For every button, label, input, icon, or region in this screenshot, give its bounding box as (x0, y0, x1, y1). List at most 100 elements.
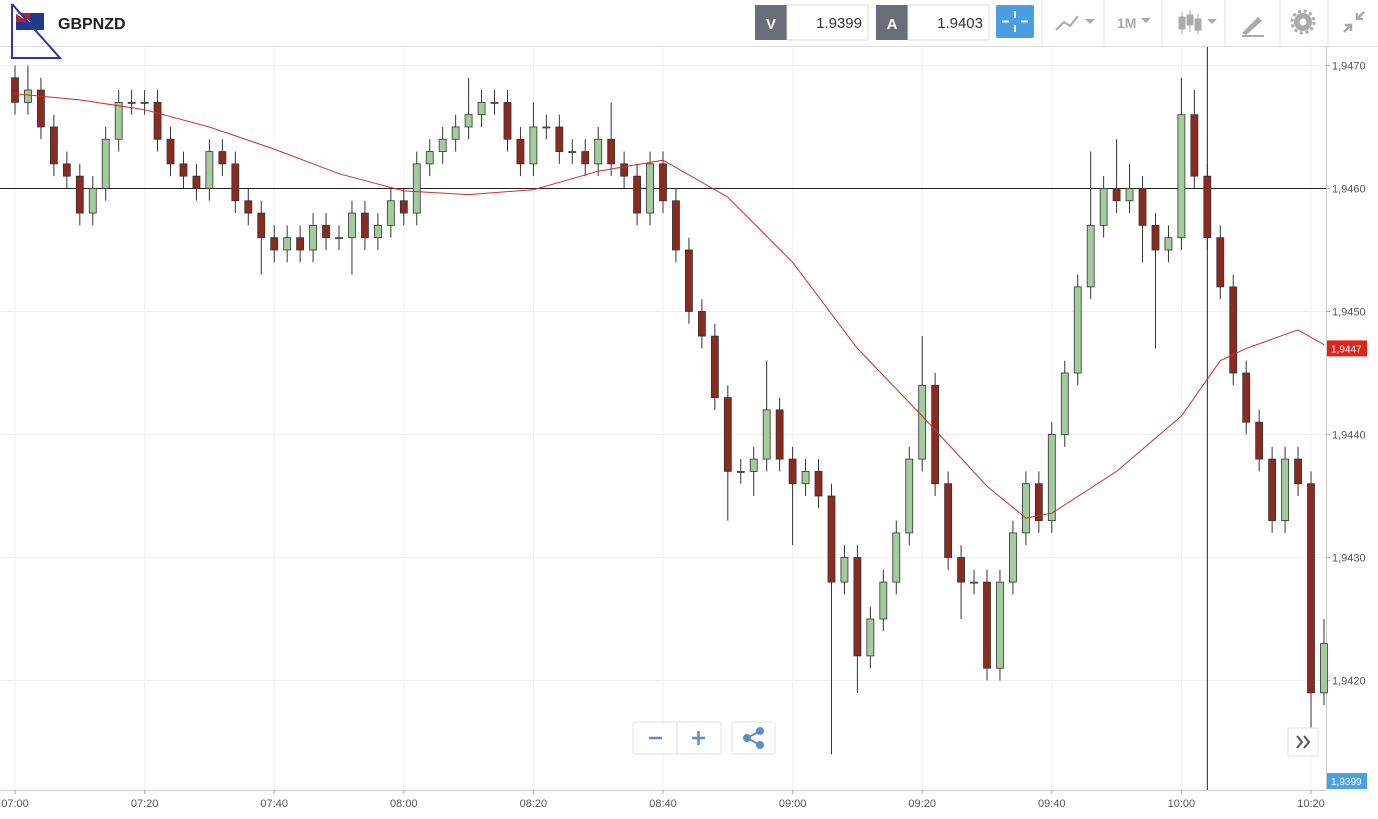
candle-body (762, 409, 771, 460)
candle-body (231, 163, 240, 202)
candle-body (1021, 483, 1030, 534)
x-tick-label: 07:00 (1, 798, 29, 810)
bid-tag: V (766, 16, 776, 33)
separators (1041, 0, 1329, 46)
ask-tag-box[interactable] (876, 5, 908, 40)
candle-body (555, 126, 564, 152)
candle-body (620, 163, 629, 177)
candle-body (892, 532, 901, 583)
candle-body (801, 470, 810, 485)
candle-body (970, 581, 978, 584)
timeframe[interactable]: 1M (1117, 15, 1136, 31)
candle-body (944, 483, 953, 558)
ask-box[interactable] (907, 4, 990, 41)
flag (15, 12, 44, 30)
candle-body (1203, 175, 1212, 239)
candle-body (840, 557, 849, 583)
candle-body (257, 212, 266, 239)
candle-body (283, 237, 292, 251)
plot: 1,9420 1,9430 1,9440 1,9450 1,9460 1,9470 07:0… (0, 47, 1367, 810)
candle-body (348, 212, 356, 239)
candle-body (386, 200, 395, 226)
candle-body (1190, 114, 1199, 177)
candle-body (425, 151, 434, 165)
x-tick-label: 09:20 (908, 798, 936, 810)
ask-tag: A (887, 16, 898, 33)
candle-body (646, 163, 654, 214)
candle-body (1242, 372, 1251, 423)
candle-body (335, 237, 343, 240)
candle-body (114, 101, 123, 140)
candle-body (1320, 643, 1328, 694)
chart-type-button[interactable] (1178, 10, 1217, 34)
candle-body (270, 237, 279, 251)
candle-body (710, 335, 719, 398)
bid-marker (1327, 773, 1367, 789)
header (0, 0, 1378, 46)
candle-body (166, 138, 175, 165)
y-tick-label: 1,9460 (1332, 183, 1366, 195)
candle-body (1047, 434, 1056, 522)
candle-body (1086, 224, 1095, 288)
candle-body (140, 101, 149, 104)
candle-body (62, 163, 71, 177)
candle-body (866, 618, 875, 657)
x-tick-label: 10:20 (1297, 798, 1325, 810)
candle-body (1034, 483, 1043, 522)
x-tick-label: 09:00 (779, 798, 807, 810)
ask: 1.9403 (937, 15, 983, 32)
draw-button[interactable] (1242, 17, 1264, 37)
candle-body (1281, 458, 1289, 522)
bid-tag-box[interactable] (755, 5, 787, 40)
candle-body (672, 200, 680, 251)
y-tick-label: 1,9420 (1332, 676, 1366, 688)
x-tick-label: 08:00 (390, 798, 418, 810)
candle-body (1216, 237, 1225, 288)
x-tick-label: 07:40 (260, 798, 288, 810)
candle-body (373, 224, 382, 239)
candle-body (931, 384, 940, 485)
candle-body (697, 311, 706, 337)
candle-body (205, 151, 214, 189)
candle-body (529, 126, 538, 165)
collapse-button[interactable] (1343, 11, 1365, 33)
settings-button[interactable] (1290, 9, 1316, 35)
candle-body (853, 557, 862, 657)
candle-body (399, 200, 408, 214)
candle-body (451, 126, 460, 140)
y-tick-label: 1,9470 (1332, 60, 1366, 72)
candle-body (1164, 237, 1173, 251)
candle-body (607, 138, 616, 165)
x-tick-label: 07:20 (131, 798, 159, 810)
crosshair-icon (1002, 11, 1028, 32)
candle-body (749, 458, 758, 472)
candle-body (516, 138, 525, 165)
indicator-button[interactable] (1055, 15, 1095, 31)
candle-body (490, 101, 499, 104)
y-tick-label: 1,9450 (1332, 306, 1366, 318)
candle-body (438, 138, 447, 152)
candle-body (179, 163, 188, 177)
candle-body (412, 163, 421, 214)
share-button[interactable] (731, 721, 776, 755)
bid-box[interactable] (786, 4, 869, 41)
candle-body (1125, 188, 1134, 202)
x-tick-label: 10:00 (1168, 798, 1196, 810)
candle-body (309, 224, 317, 251)
price-marker-label: 1,9447 (1331, 344, 1362, 355)
bid-marker-label: 1,9399 (1331, 777, 1362, 788)
drawing-triangle[interactable] (11, 3, 63, 59)
candle-body (581, 151, 590, 165)
candle-body (918, 384, 927, 460)
candle-body (568, 151, 577, 153)
candle-body (1073, 286, 1082, 374)
candle-body (218, 151, 227, 165)
candle-body (1099, 188, 1108, 226)
candle-body (1268, 458, 1277, 522)
zoom-in[interactable] (692, 731, 705, 745)
candle-body (1112, 188, 1121, 202)
symbol: GBPNZD (58, 16, 126, 33)
candle-body (464, 114, 473, 128)
crosshair-button[interactable] (996, 5, 1034, 38)
